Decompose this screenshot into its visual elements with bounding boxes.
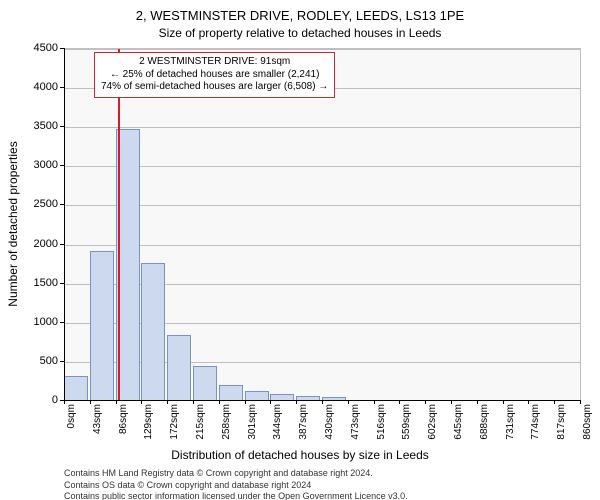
x-tick-label: 0sqm: [66, 404, 77, 454]
gridline: [64, 166, 580, 167]
x-tick-mark: [64, 400, 65, 404]
gridline: [64, 205, 580, 206]
credits-block: Contains HM Land Registry data © Crown c…: [64, 468, 580, 500]
x-tick-label: 129sqm: [143, 404, 154, 454]
x-tick-label: 731sqm: [505, 404, 516, 454]
x-tick-mark: [348, 400, 349, 404]
x-tick-mark: [477, 400, 478, 404]
gridline: [64, 127, 580, 128]
x-tick-label: 387sqm: [298, 404, 309, 454]
y-tick-label: 500: [0, 355, 58, 367]
y-tick-label: 1000: [0, 316, 58, 328]
x-tick-mark: [503, 400, 504, 404]
histogram-plot: [64, 48, 581, 401]
y-tick-label: 2000: [0, 238, 58, 250]
x-tick-mark: [322, 400, 323, 404]
y-tick-label: 1500: [0, 277, 58, 289]
chart-title-main: 2, WESTMINSTER DRIVE, RODLEY, LEEDS, LS1…: [0, 8, 600, 23]
y-tick-label: 3500: [0, 120, 58, 132]
y-tick-label: 4000: [0, 81, 58, 93]
x-tick-label: 86sqm: [118, 404, 129, 454]
histogram-bar: [141, 263, 165, 401]
x-tick-label: 301sqm: [247, 404, 258, 454]
x-tick-label: 344sqm: [272, 404, 283, 454]
y-tick-mark: [60, 87, 64, 88]
y-tick-mark: [60, 244, 64, 245]
histogram-bar: [90, 251, 114, 401]
histogram-bar: [193, 366, 217, 401]
credits-line1: Contains HM Land Registry data © Crown c…: [64, 468, 580, 480]
y-tick-mark: [60, 322, 64, 323]
x-tick-label: 688sqm: [479, 404, 490, 454]
y-tick-label: 4500: [0, 42, 58, 54]
x-tick-label: 516sqm: [376, 404, 387, 454]
x-tick-label: 430sqm: [324, 404, 335, 454]
y-tick-mark: [60, 165, 64, 166]
x-tick-label: 817sqm: [556, 404, 567, 454]
x-tick-label: 602sqm: [427, 404, 438, 454]
x-tick-label: 645sqm: [453, 404, 464, 454]
x-tick-mark: [580, 400, 581, 404]
y-tick-mark: [60, 48, 64, 49]
annotation-line1: 2 WESTMINSTER DRIVE: 91sqm: [101, 56, 328, 69]
y-tick-mark: [60, 283, 64, 284]
x-tick-label: 473sqm: [350, 404, 361, 454]
credits-line2: Contains OS data © Crown copyright and d…: [64, 480, 580, 492]
credits-line3: Contains public sector information licen…: [64, 491, 580, 500]
x-tick-mark: [374, 400, 375, 404]
histogram-bar: [64, 376, 88, 401]
property-marker-line: [118, 49, 120, 401]
y-tick-label: 2500: [0, 198, 58, 210]
y-tick-mark: [60, 204, 64, 205]
y-axis-line: [64, 48, 65, 400]
x-tick-label: 774sqm: [530, 404, 541, 454]
x-tick-mark: [193, 400, 194, 404]
gridline: [64, 49, 580, 50]
x-tick-mark: [90, 400, 91, 404]
gridline: [64, 245, 580, 246]
x-tick-mark: [245, 400, 246, 404]
x-tick-mark: [219, 400, 220, 404]
x-tick-label: 559sqm: [401, 404, 412, 454]
y-tick-mark: [60, 361, 64, 362]
annotation-box: 2 WESTMINSTER DRIVE: 91sqm ← 25% of deta…: [94, 52, 335, 98]
histogram-bar: [219, 385, 243, 401]
x-tick-mark: [451, 400, 452, 404]
y-tick-mark: [60, 126, 64, 127]
x-tick-label: 215sqm: [195, 404, 206, 454]
annotation-line2: ← 25% of detached houses are smaller (2,…: [101, 69, 328, 82]
x-tick-label: 43sqm: [92, 404, 103, 454]
chart-title-sub: Size of property relative to detached ho…: [0, 26, 600, 40]
x-tick-label: 172sqm: [169, 404, 180, 454]
x-tick-label: 258sqm: [221, 404, 232, 454]
histogram-bar: [167, 335, 191, 401]
y-tick-label: 3000: [0, 159, 58, 171]
y-tick-label: 0: [0, 394, 58, 406]
x-tick-label: 860sqm: [582, 404, 593, 454]
x-tick-mark: [116, 400, 117, 404]
annotation-line3: 74% of semi-detached houses are larger (…: [101, 81, 328, 94]
